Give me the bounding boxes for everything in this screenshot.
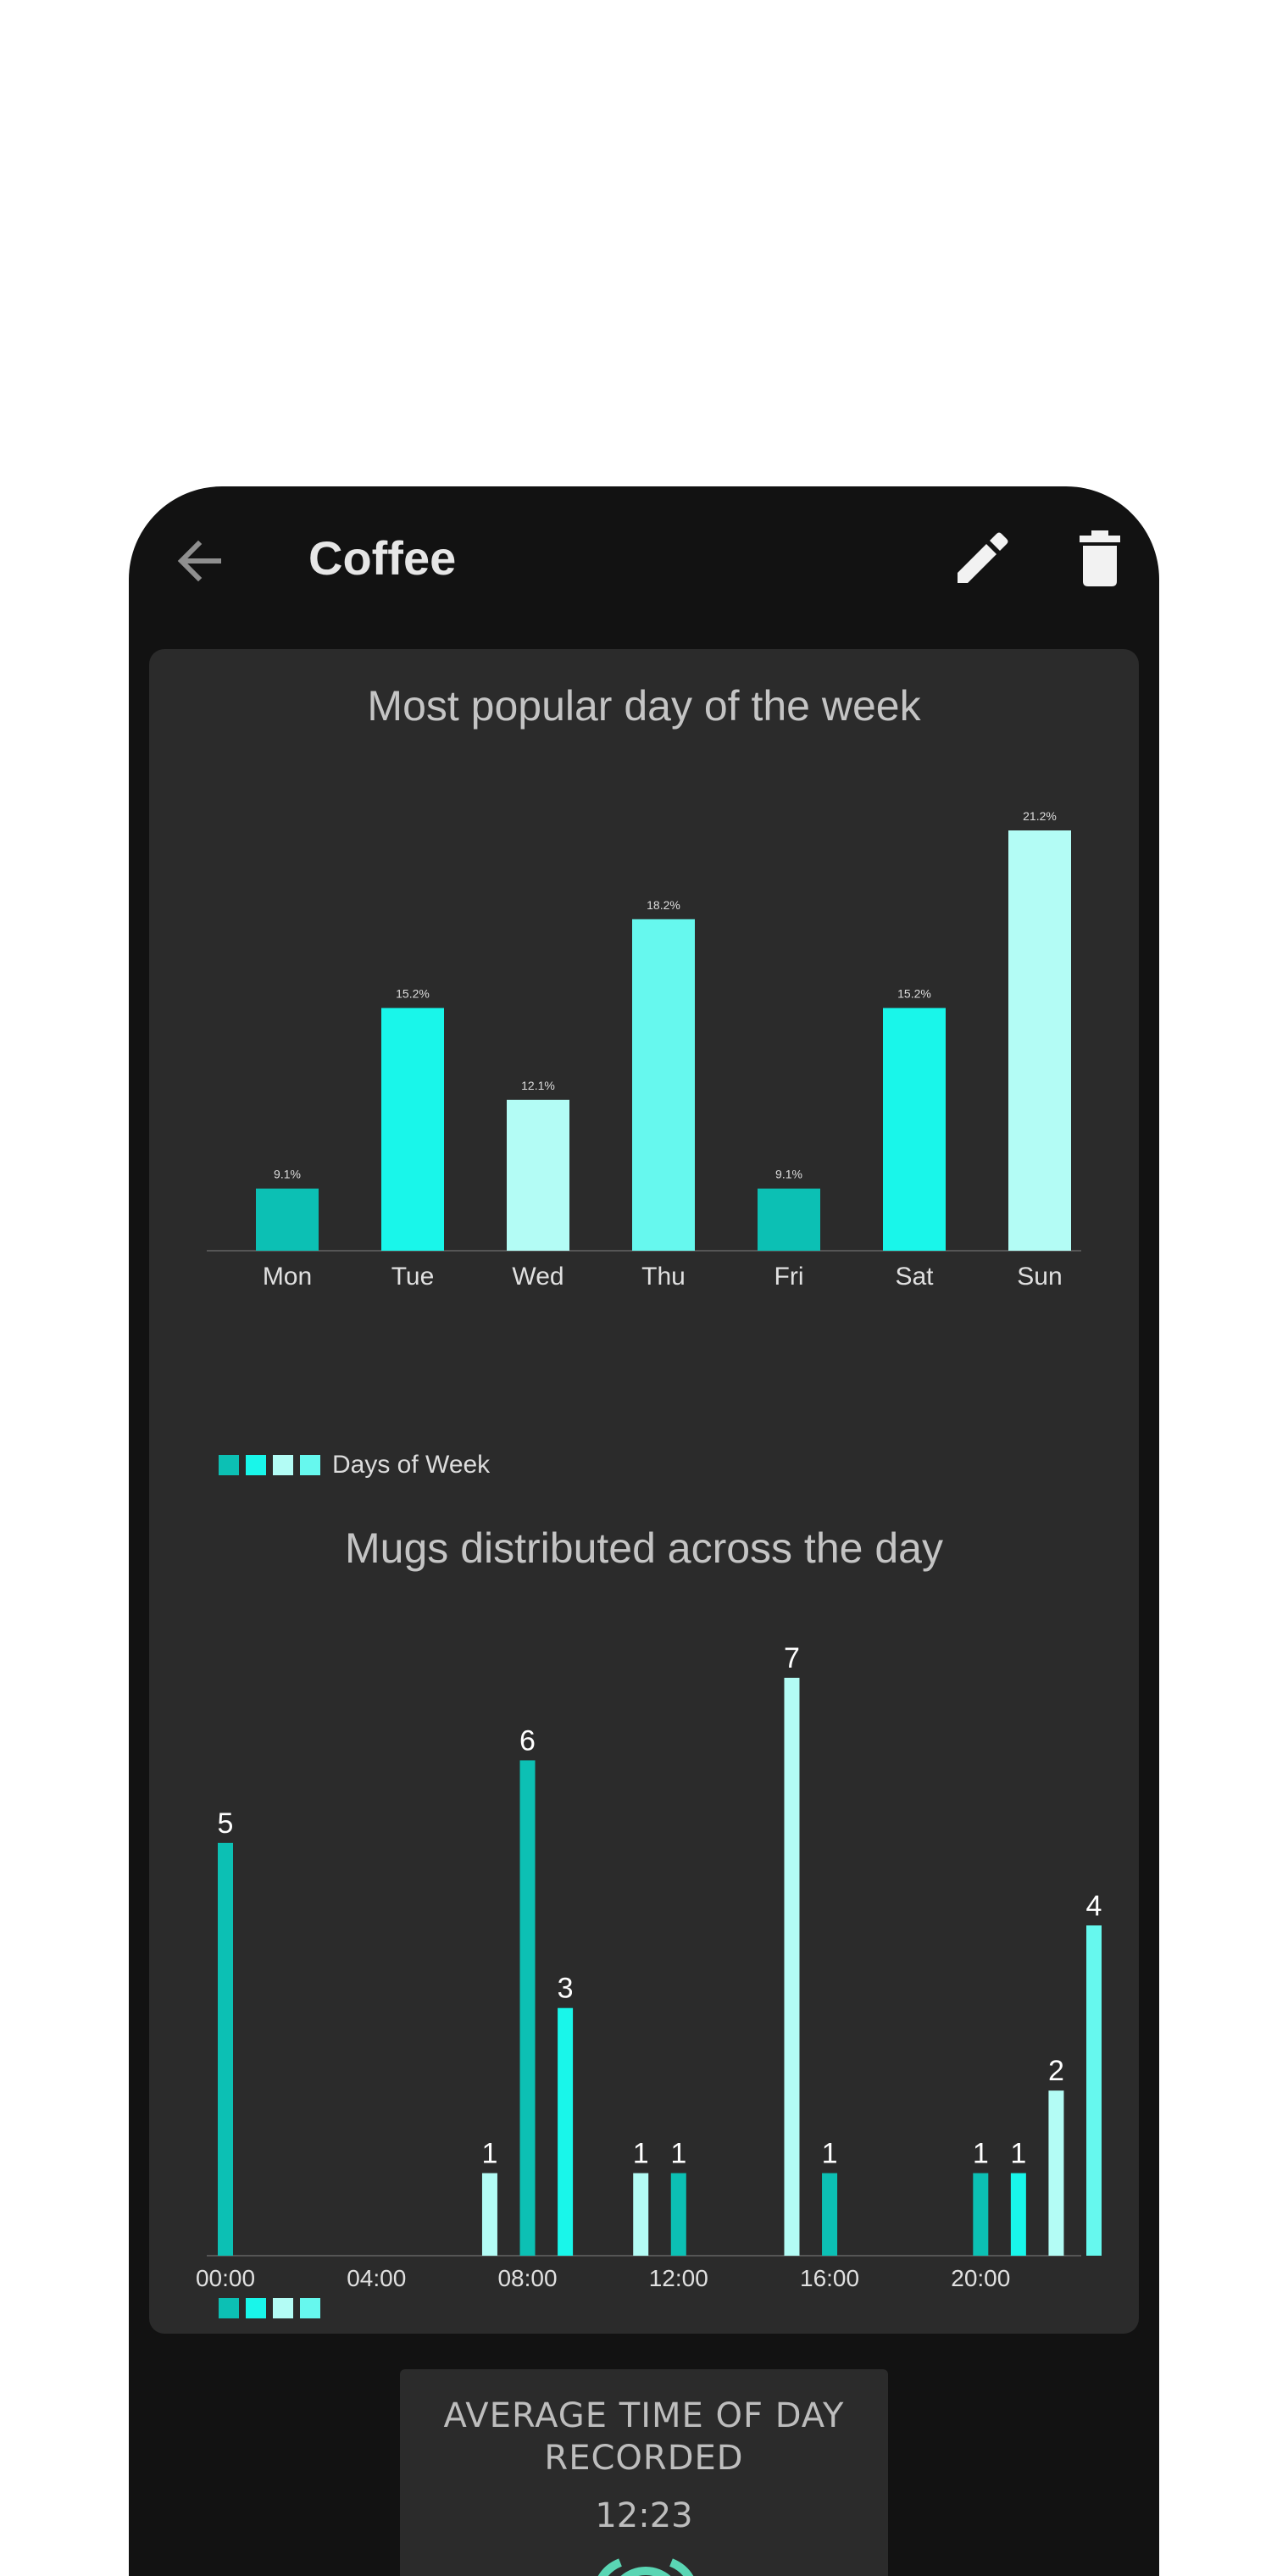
bar — [973, 2173, 989, 2256]
x-tick-label: 20:00 — [951, 2265, 1010, 2291]
x-tick-label: 00:00 — [196, 2265, 255, 2291]
pencil-icon — [958, 532, 1008, 583]
data-label: 7 — [784, 1642, 800, 1674]
legend-swatch — [300, 2298, 320, 2318]
x-tick-label: Wed — [512, 1263, 564, 1291]
legend-swatch — [219, 2298, 239, 2318]
bar — [632, 919, 695, 1251]
data-label: 1 — [822, 2138, 838, 2170]
bar — [1010, 2173, 1026, 2256]
bar — [558, 2007, 574, 2256]
legend-swatch — [300, 1455, 320, 1475]
data-label: 9.1% — [775, 1168, 802, 1181]
data-label: 1 — [633, 2138, 649, 2170]
legend-swatch — [273, 1455, 293, 1475]
average-time-value: 12:23 — [595, 2496, 693, 2535]
app-bar: Coffee — [129, 486, 1159, 630]
weekday-bar-chart: 9.1% Mon 15.2% Tue 12.1% Wed 18.2% Thu 9.1% Fri 15… — [207, 809, 1081, 1291]
bar — [519, 1760, 536, 2256]
x-tick-label: Sun — [1017, 1263, 1062, 1291]
x-tick-label: 16:00 — [800, 2265, 859, 2291]
hourly-chart-title: Mugs distributed across the day — [345, 1524, 943, 1572]
data-label: 6 — [519, 1724, 536, 1757]
x-tick-label: Mon — [263, 1263, 312, 1291]
bar — [381, 1008, 444, 1251]
x-tick-label: 12:00 — [649, 2265, 708, 2291]
back-button[interactable] — [173, 534, 227, 588]
bar — [1086, 1925, 1102, 2256]
data-label: 1 — [670, 2138, 686, 2170]
data-label: 2 — [1048, 2055, 1064, 2087]
x-tick-label: Sat — [895, 1263, 934, 1291]
x-tick-label: 08:00 — [497, 2265, 557, 2291]
weekday-legend: Days of Week — [219, 1451, 490, 1480]
bar — [218, 1842, 233, 2256]
data-label: 18.2% — [647, 898, 680, 912]
hourly-legend — [219, 2298, 327, 2318]
bar — [883, 1008, 946, 1251]
data-label: 21.2% — [1023, 809, 1057, 823]
bar — [256, 1188, 319, 1251]
data-label: 5 — [218, 1807, 234, 1840]
page-title: Coffee — [308, 531, 457, 585]
bar — [1048, 2090, 1064, 2256]
average-time-title: AVERAGE TIME OF DAY RECORDED — [443, 2396, 845, 2478]
x-tick-label: Tue — [391, 1263, 435, 1291]
data-label: 4 — [1086, 1890, 1102, 1922]
charts-card: Most popular day of the week 9.1% Mon 15.2… — [149, 649, 1139, 2334]
data-label: 3 — [558, 1973, 574, 2005]
bar — [507, 1099, 569, 1251]
trash-icon — [1080, 530, 1120, 586]
phone-screen: Coffee Most popular day of the week 9.1%… — [129, 486, 1159, 2576]
x-tick-label: 04:00 — [347, 2265, 406, 2291]
bar — [784, 1678, 800, 2256]
legend-label: Days of Week — [332, 1451, 491, 1479]
data-label: 9.1% — [274, 1168, 301, 1181]
weekday-chart-title: Most popular day of the week — [367, 682, 921, 730]
bar — [822, 2173, 838, 2256]
arrow-left-icon — [177, 540, 221, 582]
data-label: 12.1% — [521, 1079, 555, 1092]
alarm-clock-icon — [597, 2558, 694, 2576]
bar — [481, 2173, 497, 2256]
bar — [633, 2173, 649, 2256]
data-label: 1 — [973, 2138, 989, 2170]
bar — [758, 1188, 820, 1251]
delete-button[interactable] — [1074, 529, 1125, 588]
legend-swatch — [273, 2298, 293, 2318]
average-time-card: AVERAGE TIME OF DAY RECORDED 12:23 — [400, 2369, 888, 2576]
data-label: 15.2% — [396, 987, 430, 1001]
x-tick-label: Fri — [774, 1263, 804, 1291]
bar — [670, 2173, 686, 2256]
legend-swatch — [246, 1455, 266, 1475]
legend-swatch — [219, 1455, 239, 1475]
bar — [1008, 830, 1071, 1251]
data-label: 1 — [1010, 2138, 1026, 2170]
data-label: 15.2% — [897, 987, 931, 1001]
legend-swatch — [246, 2298, 266, 2318]
edit-button[interactable] — [952, 529, 1012, 588]
data-label: 1 — [481, 2138, 497, 2170]
x-tick-label: Thu — [641, 1263, 686, 1291]
